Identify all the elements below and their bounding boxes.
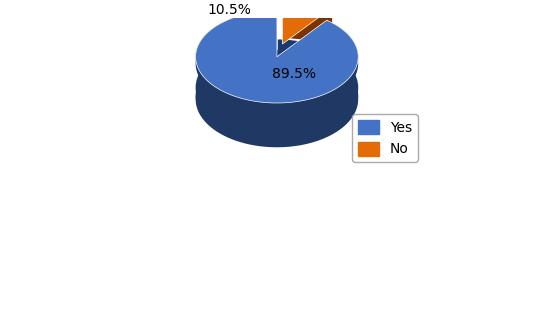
- Polygon shape: [282, 2, 332, 48]
- Polygon shape: [282, 0, 332, 46]
- Text: 10.5%: 10.5%: [208, 3, 252, 17]
- Polygon shape: [196, 15, 358, 147]
- Polygon shape: [196, 11, 358, 141]
- Polygon shape: [282, 0, 332, 44]
- Ellipse shape: [196, 39, 358, 136]
- Legend: Yes, No: Yes, No: [352, 114, 418, 162]
- Text: 89.5%: 89.5%: [272, 67, 316, 81]
- Polygon shape: [196, 11, 358, 103]
